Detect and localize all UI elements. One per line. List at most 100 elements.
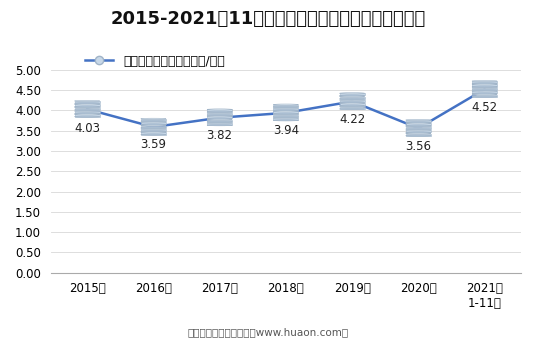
Ellipse shape bbox=[273, 113, 299, 114]
Ellipse shape bbox=[472, 91, 497, 92]
FancyBboxPatch shape bbox=[141, 132, 166, 135]
Ellipse shape bbox=[472, 84, 497, 85]
FancyBboxPatch shape bbox=[273, 111, 299, 114]
Ellipse shape bbox=[406, 123, 431, 124]
Ellipse shape bbox=[141, 124, 166, 125]
Text: 3.82: 3.82 bbox=[206, 129, 233, 142]
Ellipse shape bbox=[339, 108, 364, 109]
Ellipse shape bbox=[472, 89, 497, 91]
Ellipse shape bbox=[75, 114, 100, 115]
Ellipse shape bbox=[339, 102, 364, 103]
Ellipse shape bbox=[273, 109, 299, 111]
FancyBboxPatch shape bbox=[472, 84, 497, 87]
Ellipse shape bbox=[406, 132, 431, 133]
FancyBboxPatch shape bbox=[75, 101, 100, 103]
Ellipse shape bbox=[472, 94, 497, 95]
FancyBboxPatch shape bbox=[472, 88, 497, 90]
Ellipse shape bbox=[339, 103, 364, 104]
Ellipse shape bbox=[141, 128, 166, 129]
Ellipse shape bbox=[207, 118, 232, 119]
Ellipse shape bbox=[273, 120, 299, 121]
Ellipse shape bbox=[141, 127, 166, 128]
Ellipse shape bbox=[273, 104, 299, 105]
FancyBboxPatch shape bbox=[472, 95, 497, 97]
FancyBboxPatch shape bbox=[472, 81, 497, 83]
Ellipse shape bbox=[75, 116, 100, 117]
Ellipse shape bbox=[75, 106, 100, 107]
Ellipse shape bbox=[406, 135, 431, 136]
FancyBboxPatch shape bbox=[75, 108, 100, 110]
Ellipse shape bbox=[339, 96, 364, 97]
Ellipse shape bbox=[207, 121, 232, 122]
Legend: 鸡蛋期货成交均价（万元/手）: 鸡蛋期货成交均价（万元/手） bbox=[80, 50, 230, 73]
Ellipse shape bbox=[273, 106, 299, 107]
Ellipse shape bbox=[472, 80, 497, 82]
FancyBboxPatch shape bbox=[406, 127, 431, 129]
FancyBboxPatch shape bbox=[406, 134, 431, 136]
FancyBboxPatch shape bbox=[406, 120, 431, 122]
Ellipse shape bbox=[406, 133, 431, 134]
Ellipse shape bbox=[141, 118, 166, 119]
FancyBboxPatch shape bbox=[207, 109, 232, 112]
Ellipse shape bbox=[472, 93, 497, 94]
FancyBboxPatch shape bbox=[339, 100, 364, 102]
Ellipse shape bbox=[472, 96, 497, 97]
Ellipse shape bbox=[207, 119, 232, 120]
Ellipse shape bbox=[75, 103, 100, 104]
Ellipse shape bbox=[207, 109, 232, 110]
FancyBboxPatch shape bbox=[75, 115, 100, 117]
Ellipse shape bbox=[339, 99, 364, 101]
Text: 4.03: 4.03 bbox=[74, 122, 100, 135]
Ellipse shape bbox=[406, 125, 431, 126]
Ellipse shape bbox=[207, 111, 232, 112]
Text: 4.52: 4.52 bbox=[472, 101, 497, 114]
Text: 2015-2021年11月大连商品交易所鸡蛋期货成交均价: 2015-2021年11月大连商品交易所鸡蛋期货成交均价 bbox=[110, 10, 426, 28]
Ellipse shape bbox=[207, 116, 232, 117]
Ellipse shape bbox=[406, 122, 431, 123]
FancyBboxPatch shape bbox=[141, 129, 166, 131]
Ellipse shape bbox=[472, 87, 497, 88]
Ellipse shape bbox=[339, 98, 364, 99]
FancyBboxPatch shape bbox=[273, 115, 299, 117]
FancyBboxPatch shape bbox=[273, 105, 299, 107]
Ellipse shape bbox=[75, 104, 100, 105]
FancyBboxPatch shape bbox=[207, 123, 232, 125]
Text: 4.22: 4.22 bbox=[339, 113, 365, 126]
FancyBboxPatch shape bbox=[472, 91, 497, 94]
Ellipse shape bbox=[406, 119, 431, 121]
Text: 3.94: 3.94 bbox=[273, 124, 299, 137]
Ellipse shape bbox=[75, 111, 100, 112]
Ellipse shape bbox=[273, 118, 299, 119]
Ellipse shape bbox=[141, 120, 166, 122]
FancyBboxPatch shape bbox=[339, 93, 364, 96]
Ellipse shape bbox=[273, 107, 299, 108]
FancyBboxPatch shape bbox=[406, 130, 431, 133]
Ellipse shape bbox=[141, 125, 166, 126]
Ellipse shape bbox=[207, 112, 232, 114]
FancyBboxPatch shape bbox=[339, 103, 364, 105]
Ellipse shape bbox=[273, 114, 299, 115]
FancyBboxPatch shape bbox=[339, 107, 364, 109]
FancyBboxPatch shape bbox=[273, 108, 299, 110]
FancyBboxPatch shape bbox=[141, 125, 166, 128]
FancyBboxPatch shape bbox=[339, 97, 364, 99]
Ellipse shape bbox=[75, 107, 100, 108]
Text: 制图：华经产业研究院（www.huaon.com）: 制图：华经产业研究院（www.huaon.com） bbox=[188, 327, 348, 337]
Ellipse shape bbox=[141, 131, 166, 132]
Ellipse shape bbox=[75, 113, 100, 114]
Ellipse shape bbox=[75, 109, 100, 111]
Ellipse shape bbox=[406, 128, 431, 129]
Ellipse shape bbox=[339, 105, 364, 106]
Ellipse shape bbox=[141, 132, 166, 133]
Ellipse shape bbox=[472, 83, 497, 84]
Ellipse shape bbox=[406, 129, 431, 131]
Ellipse shape bbox=[339, 106, 364, 107]
Ellipse shape bbox=[472, 86, 497, 87]
FancyBboxPatch shape bbox=[75, 111, 100, 113]
Ellipse shape bbox=[141, 122, 166, 123]
Text: 3.56: 3.56 bbox=[405, 140, 431, 154]
FancyBboxPatch shape bbox=[207, 116, 232, 118]
Ellipse shape bbox=[339, 95, 364, 96]
FancyBboxPatch shape bbox=[141, 119, 166, 121]
Ellipse shape bbox=[406, 126, 431, 127]
